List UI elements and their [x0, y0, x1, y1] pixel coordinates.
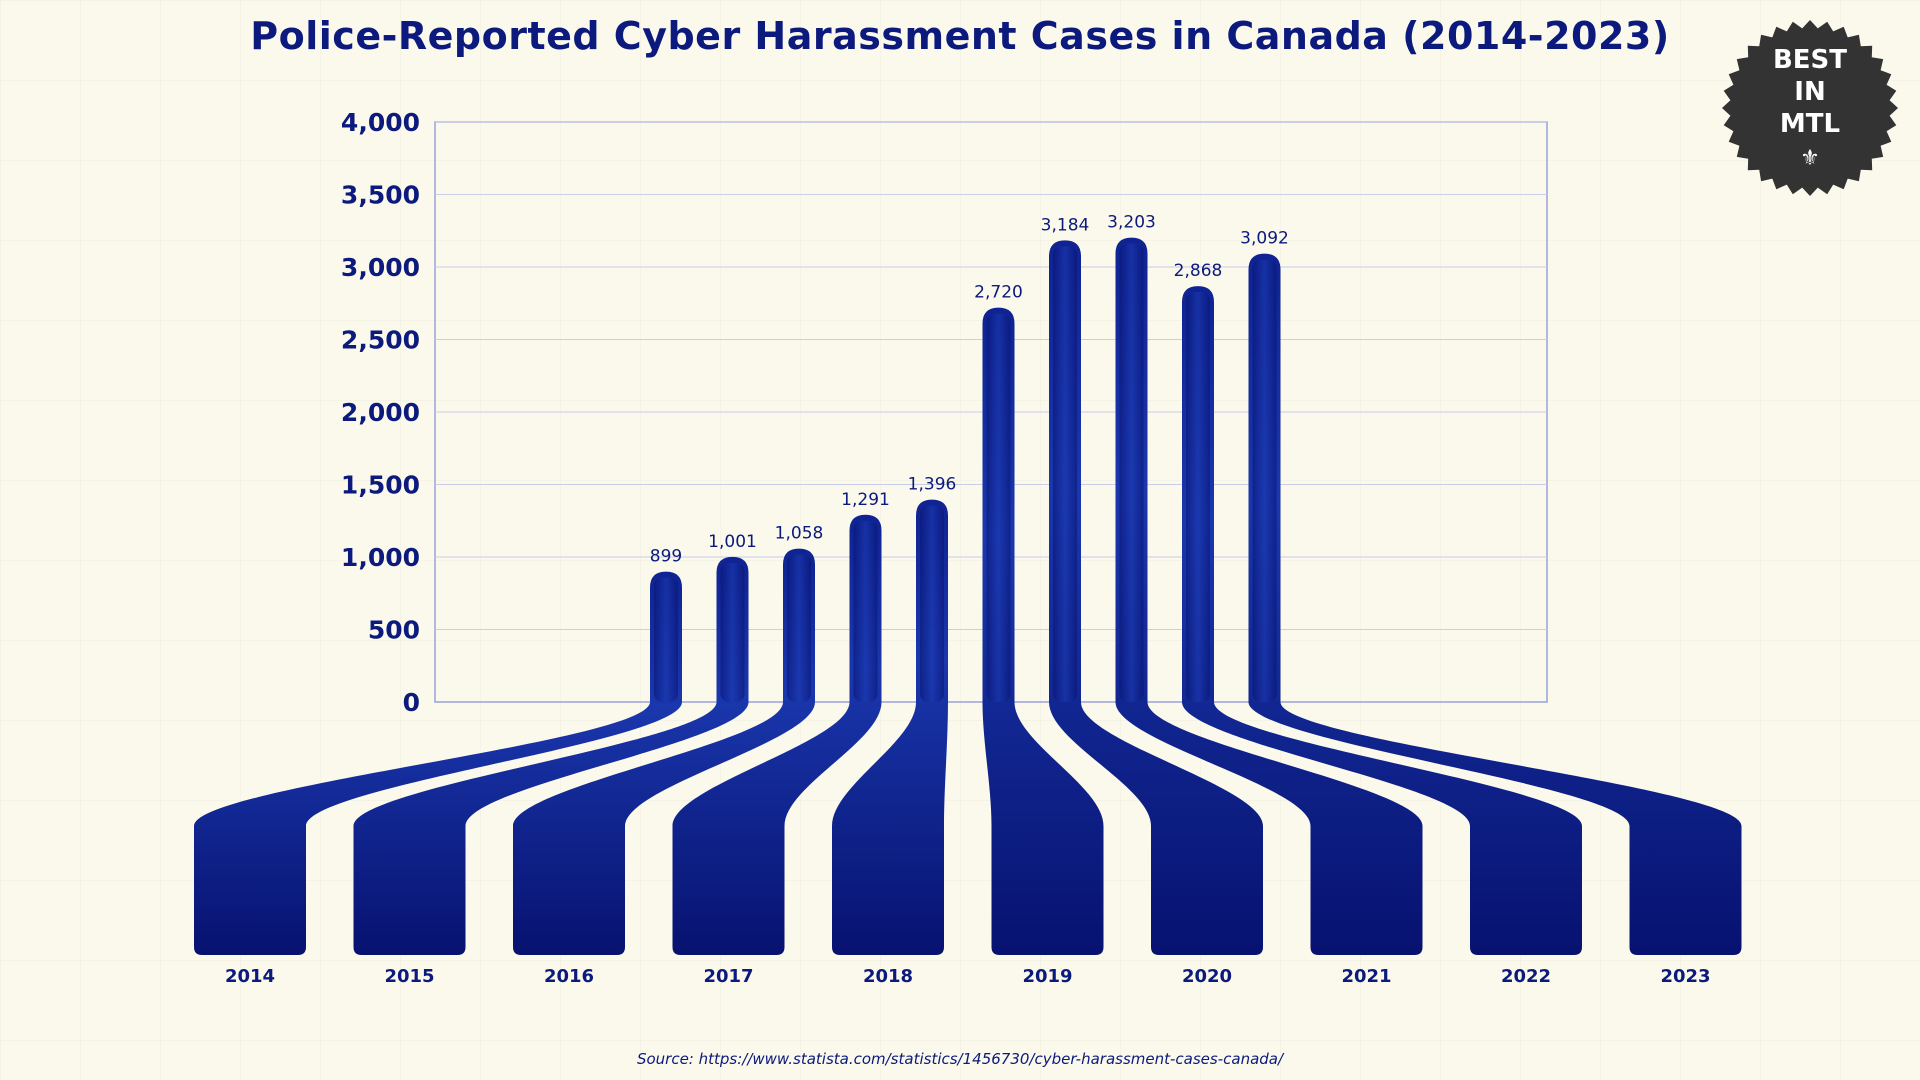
bar-2019: [982, 307, 1104, 956]
data-label-2020: 3,184: [1041, 215, 1090, 235]
y-tick-label: 2,000: [341, 398, 420, 427]
bar-2022: [1182, 286, 1582, 955]
source-note: Source: https://www.statista.com/statist…: [636, 1050, 1284, 1068]
bar-2017: [672, 514, 882, 955]
bar-2021: [1115, 237, 1423, 955]
bar-highlight: [1119, 243, 1144, 702]
data-label-2023: 3,092: [1240, 229, 1289, 249]
y-tick-label: 0: [403, 688, 420, 717]
data-label-2015: 1,001: [708, 532, 757, 552]
data-labels: 899 1,001 1,058 1,291 1,396 2,720 3,184 3,203 2,…: [650, 213, 1289, 567]
bar-2014: [194, 571, 682, 955]
x-tick-label-2016: 2016: [544, 966, 594, 987]
x-tick-label-2018: 2018: [863, 966, 913, 987]
bars: [194, 237, 1742, 956]
fleur-de-lis-icon: ⚜: [1800, 146, 1820, 171]
x-tick-label-2019: 2019: [1022, 966, 1072, 987]
data-label-2014: 899: [650, 547, 682, 567]
bar-highlight: [853, 520, 878, 702]
bar-highlight: [1252, 259, 1277, 702]
badge-seal-shape: [1722, 20, 1898, 196]
bar-2016: [513, 548, 815, 955]
x-tick-label-2022: 2022: [1501, 966, 1551, 987]
x-tick-label-2015: 2015: [384, 966, 434, 987]
data-label-2018: 1,396: [908, 475, 957, 495]
x-tick-label-2017: 2017: [703, 966, 753, 987]
bar-highlight: [720, 562, 745, 702]
y-tick-label: 3,000: [341, 253, 420, 282]
y-tick-label: 4,000: [341, 108, 420, 137]
data-label-2016: 1,058: [775, 524, 824, 544]
bar-highlight: [920, 505, 944, 702]
badge-text: BEST IN MTL: [1772, 45, 1848, 139]
bar-2023: [1248, 253, 1742, 955]
x-tick-label-2020: 2020: [1182, 966, 1232, 987]
y-tick-label: 1,500: [341, 471, 420, 500]
y-tick-label: 500: [368, 616, 420, 645]
data-label-2017: 1,291: [841, 490, 890, 510]
bar-highlight: [1053, 246, 1077, 702]
bar-highlight: [787, 554, 811, 702]
data-label-2021: 3,203: [1107, 213, 1156, 233]
data-label-2019: 2,720: [974, 283, 1023, 303]
best-in-mtl-badge: [1722, 20, 1898, 196]
bar-2015: [353, 556, 749, 955]
y-tick-label: 3,500: [341, 181, 420, 210]
y-tick-label: 2,500: [341, 326, 420, 355]
bar-highlight: [654, 577, 678, 702]
x-axis: 2014 2015 2016 2017 2018 2019 2020 2021 2022 2023: [225, 966, 1711, 987]
x-tick-label-2023: 2023: [1660, 966, 1710, 987]
chart-title: Police-Reported Cyber Harassment Cases i…: [250, 14, 1670, 58]
y-tick-label: 1,000: [341, 543, 420, 572]
y-axis: 0 500 1,000 1,500 2,000 2,500 3,000 3,500 4,000: [341, 108, 420, 717]
bar-highlight: [986, 313, 1011, 702]
bar-2018: [832, 499, 948, 955]
data-label-2022: 2,868: [1174, 261, 1223, 281]
x-tick-label-2021: 2021: [1341, 966, 1391, 987]
x-tick-label-2014: 2014: [225, 966, 275, 987]
bar-highlight: [1186, 292, 1210, 702]
